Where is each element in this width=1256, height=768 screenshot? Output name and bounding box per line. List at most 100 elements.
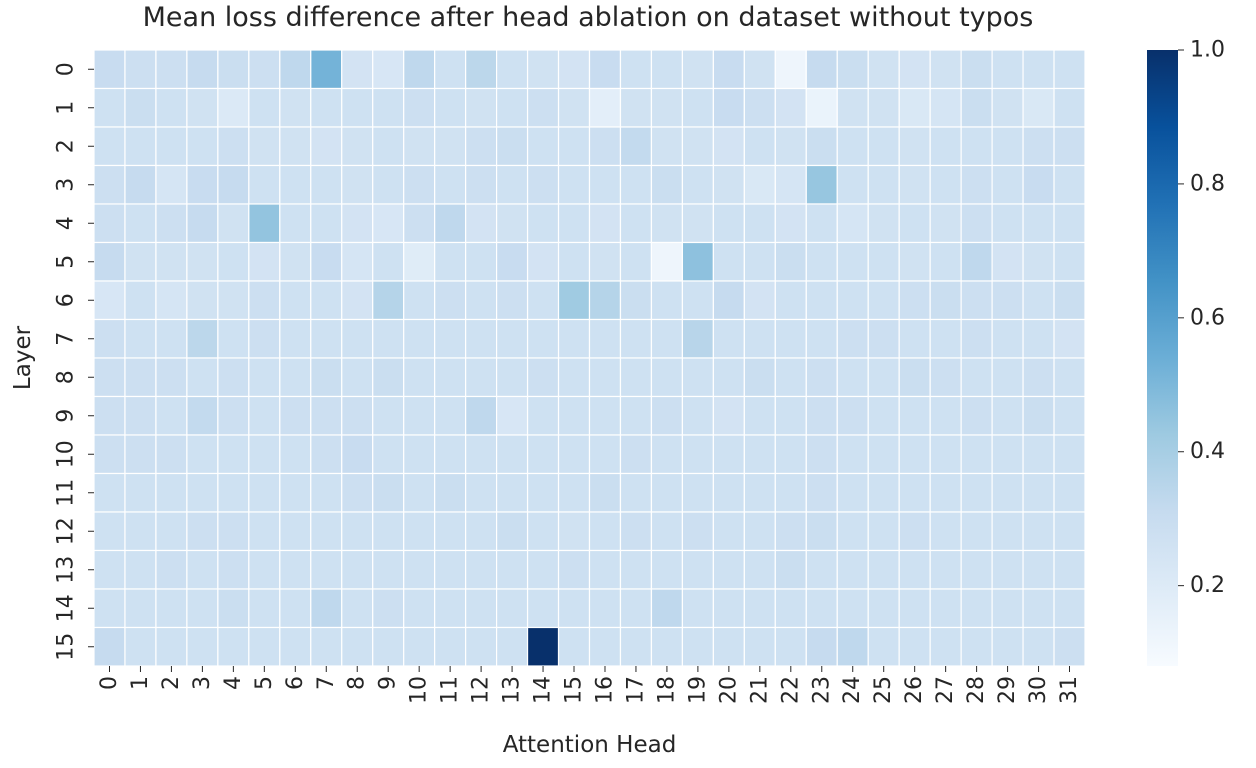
y-tick-label: 4 bbox=[54, 216, 79, 230]
heatmap-cell bbox=[124, 588, 157, 629]
heatmap-cell bbox=[929, 472, 962, 513]
heatmap-cell bbox=[279, 357, 312, 398]
heatmap-cell bbox=[960, 395, 993, 436]
heatmap-cell bbox=[1022, 241, 1055, 282]
heatmap-cell bbox=[434, 87, 467, 128]
x-tick-label: 0 bbox=[97, 676, 122, 690]
heatmap-cell bbox=[650, 87, 684, 128]
heatmap-cell bbox=[743, 588, 776, 629]
y-tick-label: 7 bbox=[54, 332, 79, 346]
x-tick-label: 31 bbox=[1057, 676, 1082, 704]
heatmap-cell bbox=[217, 357, 250, 398]
heatmap-cell bbox=[1053, 395, 1086, 436]
heatmap-cell bbox=[712, 87, 745, 128]
heatmap-cell bbox=[1053, 126, 1086, 167]
heatmap-cell bbox=[557, 434, 591, 475]
heatmap-cell bbox=[991, 511, 1024, 552]
y-tick-label: 11 bbox=[54, 479, 79, 507]
heatmap-cell bbox=[1022, 357, 1055, 398]
heatmap-cell bbox=[341, 588, 374, 629]
heatmap-cell bbox=[155, 203, 188, 244]
heatmap-cell bbox=[186, 357, 219, 398]
heatmap-cell bbox=[588, 395, 622, 436]
heatmap-cell bbox=[1022, 549, 1055, 590]
colorbar-tick-label: 0.2 bbox=[1190, 573, 1225, 598]
heatmap-cell bbox=[124, 280, 157, 321]
heatmap-cell bbox=[217, 318, 250, 359]
heatmap-cell bbox=[743, 126, 776, 167]
heatmap-cell bbox=[434, 588, 467, 629]
heatmap-cell bbox=[155, 357, 188, 398]
heatmap-cell bbox=[1053, 164, 1086, 205]
heatmap-cell bbox=[867, 395, 900, 436]
heatmap-cell bbox=[929, 395, 962, 436]
heatmap-cell bbox=[217, 87, 250, 128]
heatmap-cell bbox=[929, 588, 962, 629]
heatmap-cell bbox=[836, 511, 869, 552]
heatmap-cell bbox=[650, 203, 684, 244]
heatmap-cell bbox=[898, 87, 931, 128]
heatmap-cell bbox=[93, 87, 126, 128]
x-tick-label: 25 bbox=[871, 676, 896, 704]
heatmap-cell bbox=[279, 472, 312, 513]
heatmap-cell bbox=[217, 203, 250, 244]
heatmap-cell bbox=[279, 203, 312, 244]
heatmap-cell bbox=[960, 626, 993, 667]
heatmap-cell bbox=[248, 203, 281, 244]
heatmap-cell bbox=[434, 395, 467, 436]
heatmap-cell bbox=[774, 280, 807, 321]
heatmap-cell bbox=[898, 126, 931, 167]
heatmap-cell bbox=[1053, 434, 1086, 475]
heatmap-cell bbox=[1022, 434, 1055, 475]
x-tick-label: 27 bbox=[933, 676, 958, 704]
heatmap-cell bbox=[186, 241, 219, 282]
heatmap-cell bbox=[248, 49, 281, 90]
heatmap-cell bbox=[836, 395, 869, 436]
heatmap-cell bbox=[557, 87, 591, 128]
heatmap-cell bbox=[650, 588, 684, 629]
heatmap-cell bbox=[619, 434, 653, 475]
heatmap-cell bbox=[650, 626, 684, 667]
heatmap-cell bbox=[650, 472, 684, 513]
heatmap-cell bbox=[155, 241, 188, 282]
heatmap-cell bbox=[588, 588, 622, 629]
heatmap-cell bbox=[217, 241, 250, 282]
heatmap-cell bbox=[526, 434, 560, 475]
heatmap-cell bbox=[495, 126, 529, 167]
heatmap-cell bbox=[341, 49, 374, 90]
heatmap-cell bbox=[960, 203, 993, 244]
x-tick-label: 18 bbox=[654, 676, 679, 704]
heatmap-cell bbox=[1053, 49, 1086, 90]
heatmap-cell bbox=[310, 395, 343, 436]
heatmap-cell bbox=[836, 626, 869, 667]
heatmap-cell bbox=[434, 126, 467, 167]
heatmap-cell bbox=[217, 395, 250, 436]
heatmap-cell bbox=[743, 434, 776, 475]
heatmap-cell bbox=[248, 164, 281, 205]
heatmap-cell bbox=[650, 549, 684, 590]
heatmap-cell bbox=[867, 49, 900, 90]
heatmap-cell bbox=[403, 472, 436, 513]
heatmap-cell bbox=[619, 626, 653, 667]
heatmap-cell bbox=[712, 511, 745, 552]
heatmap-cell bbox=[495, 549, 529, 590]
colorbar-tick-label: 1.0 bbox=[1190, 38, 1225, 63]
y-tick-label: 3 bbox=[54, 178, 79, 192]
heatmap-cell bbox=[991, 434, 1024, 475]
heatmap-cell bbox=[279, 164, 312, 205]
heatmap-cell bbox=[248, 511, 281, 552]
colorbar-tick-label: 0.4 bbox=[1190, 439, 1225, 464]
heatmap-cell bbox=[186, 472, 219, 513]
heatmap-cell bbox=[960, 434, 993, 475]
heatmap-cell bbox=[557, 280, 591, 321]
heatmap-cell bbox=[372, 588, 405, 629]
heatmap-cell bbox=[1022, 203, 1055, 244]
heatmap-cell bbox=[650, 126, 684, 167]
heatmap-cell bbox=[403, 241, 436, 282]
heatmap-cell bbox=[712, 626, 745, 667]
heatmap-cell bbox=[557, 49, 591, 90]
heatmap-cell bbox=[465, 87, 498, 128]
heatmap-cell bbox=[1053, 318, 1086, 359]
heatmap-cell bbox=[279, 280, 312, 321]
